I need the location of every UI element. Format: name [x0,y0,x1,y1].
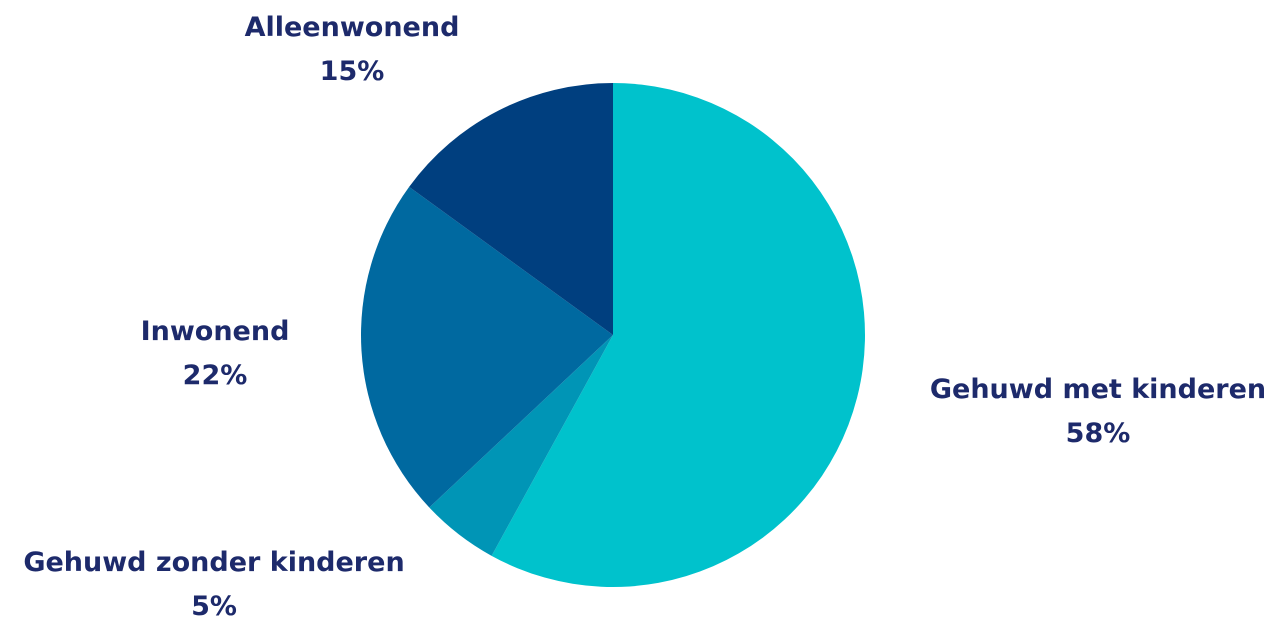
slice-value-label: 15% [320,56,385,87]
pie-slice-gehuwd-zonder-kinderen [429,335,613,556]
pie-slices [361,82,866,587]
slice-label: Alleenwonend [245,12,460,43]
slice-label: Gehuwd met kinderen [930,374,1266,405]
pie-slice-gehuwd-met-kinderen [491,82,866,587]
pie-labels: Gehuwd met kinderen 58% Gehuwd zonder kind… [23,12,1266,618]
slice-value-label: 5% [191,591,237,618]
pie-slice-inwonend [361,186,613,508]
slice-value-label: 58% [1066,418,1131,449]
slice-label: Inwonend [141,316,290,347]
pie-slice-alleenwonend [409,83,613,335]
slice-label: Gehuwd zonder kinderen [23,547,404,578]
slice-value-label: 22% [183,360,248,391]
